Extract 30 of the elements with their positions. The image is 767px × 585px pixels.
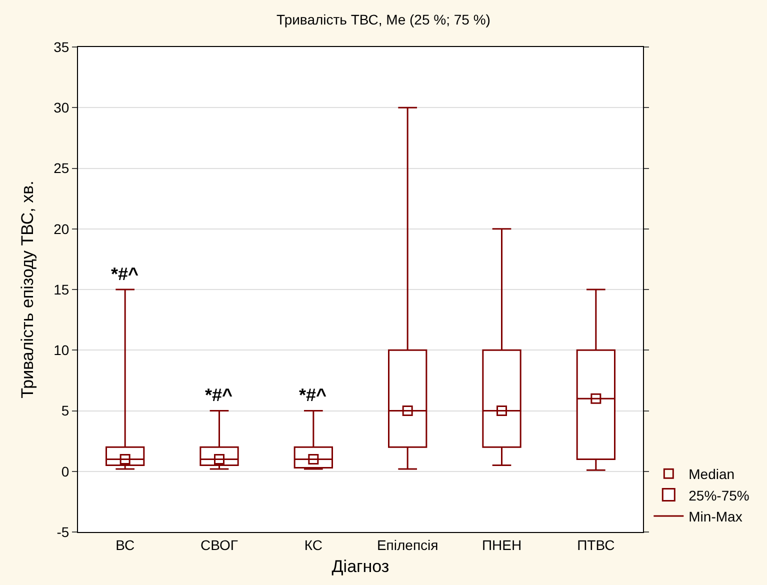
- point: [120, 454, 130, 464]
- x-tick-label: Епілепсія: [376, 536, 438, 553]
- text: Min-Max: [688, 508, 742, 524]
- y-tick-label: 35: [54, 38, 70, 55]
- point: [214, 454, 224, 464]
- y-tick-label: -5: [56, 524, 70, 540]
- y-tick-label: 10: [54, 342, 70, 358]
- y-tick-label: 20: [54, 220, 70, 237]
- x-axis-title: Діагноз: [332, 557, 390, 576]
- point: [402, 406, 413, 416]
- legend-label: 25%-75%: [688, 487, 750, 504]
- y-tick-label: 25: [54, 160, 70, 176]
- legend-label: Median: [688, 466, 735, 482]
- y-tick-label: 5: [61, 402, 70, 419]
- y-tick-label: 0: [61, 463, 70, 480]
- x-tick-label: СВОГ: [200, 536, 238, 553]
- x-tick-label: ПНЕН: [482, 536, 522, 553]
- annotation: *#^: [111, 264, 140, 284]
- point: [496, 406, 507, 416]
- y-axis-title: Тривалість епізоду ТВС, хв.: [18, 180, 38, 398]
- point: [308, 454, 319, 464]
- annotation: *#^: [299, 385, 328, 405]
- annotation: *#^: [205, 385, 234, 405]
- x-tick-label: ПТВС: [577, 536, 615, 553]
- y-tick-label: 15: [54, 281, 70, 298]
- x-tick-label: ВС: [116, 536, 135, 553]
- chart-title: Тривалість ТВС, Me (25 %; 75 %): [276, 11, 490, 28]
- x-tick-label: КС: [304, 536, 322, 553]
- point: [590, 393, 602, 404]
- y-tick-label: 30: [54, 100, 70, 116]
